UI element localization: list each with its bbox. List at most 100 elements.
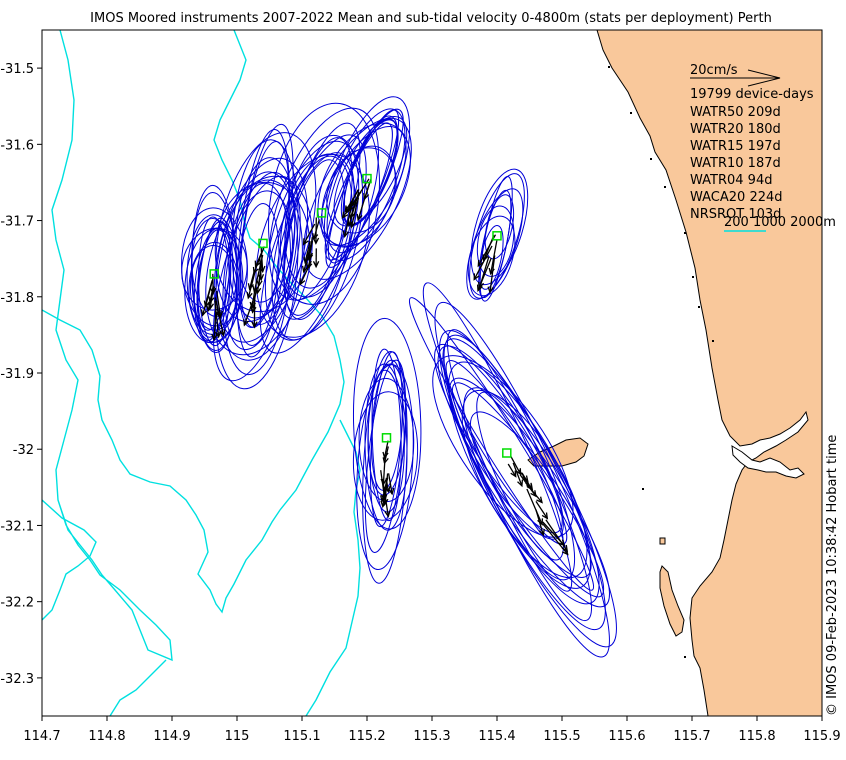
y-tick-label: -32 bbox=[13, 443, 34, 458]
velocity-arrow bbox=[350, 197, 360, 228]
current-ellipse bbox=[323, 96, 411, 261]
x-tick-label: 115 bbox=[225, 729, 250, 744]
velocity-arrow bbox=[382, 478, 388, 507]
velocity-arrow-head bbox=[541, 512, 549, 520]
velocity-arrow-head bbox=[312, 237, 320, 245]
land-mass bbox=[596, 30, 822, 716]
velocity-arrow-head bbox=[247, 283, 254, 291]
velocity-arrow-head bbox=[488, 267, 495, 276]
velocity-arrow-head bbox=[306, 262, 313, 270]
velocity-arrow-head bbox=[561, 544, 569, 553]
velocity-arrow bbox=[521, 472, 533, 490]
coastal-rocks bbox=[608, 66, 714, 658]
x-tick-label: 114.9 bbox=[153, 729, 190, 744]
velocity-arrow bbox=[477, 257, 492, 291]
current-ellipse bbox=[324, 108, 404, 261]
isobaths bbox=[42, 30, 361, 716]
mooring-site-marker bbox=[362, 173, 372, 184]
velocity-arrow-head bbox=[477, 259, 484, 268]
credit-text: © IMOS 09-Feb-2023 10:38:42 Hobart time bbox=[825, 435, 840, 716]
velocity-arrow-head bbox=[349, 221, 356, 229]
velocity-arrow-head bbox=[257, 273, 265, 282]
legend-entry: WATR20 180d bbox=[690, 122, 781, 137]
velocity-arrow-head bbox=[207, 302, 215, 311]
x-tick-label: 115.9 bbox=[803, 729, 840, 744]
velocity-arrow bbox=[304, 240, 311, 263]
velocity-arrow-head bbox=[209, 287, 217, 295]
current-ellipse bbox=[268, 107, 379, 301]
mooring-site-marker bbox=[209, 269, 219, 279]
legend-entry: WACA20 224d bbox=[690, 190, 783, 205]
isobath-shelf bbox=[42, 499, 97, 621]
legend-entry: NRSROT 103d bbox=[690, 207, 781, 222]
y-axis: -31.5 -31.6 -31.7 -31.8 -31.9 -32 -32.1 -32.2 -3… bbox=[0, 62, 42, 687]
velocity-arrow bbox=[215, 301, 220, 316]
current-ellipse bbox=[364, 359, 407, 553]
x-tick-label: 114.7 bbox=[23, 729, 60, 744]
velocity-arrow-head bbox=[348, 204, 355, 212]
velocity-arrow-head bbox=[246, 291, 253, 300]
velocity-arrow bbox=[545, 519, 568, 552]
current-ellipse bbox=[238, 123, 294, 328]
y-tick-label: -31.7 bbox=[0, 215, 34, 230]
velocity-arrow bbox=[383, 440, 389, 458]
x-tick-label: 115.4 bbox=[478, 729, 515, 744]
isobath-legend-label: 200 1000 2000m bbox=[724, 215, 836, 230]
velocity-arrow bbox=[303, 223, 316, 245]
y-tick-label: -31.6 bbox=[0, 138, 34, 153]
velocity-arrow-head bbox=[558, 539, 566, 547]
velocity-arrow bbox=[380, 470, 386, 501]
velocity-arrow bbox=[535, 509, 544, 536]
velocity-arrow-head bbox=[249, 301, 256, 310]
velocity-arrow bbox=[512, 462, 523, 487]
mooring-site-marker bbox=[492, 231, 502, 241]
velocity-arrow bbox=[253, 246, 265, 274]
velocity-arrow-head bbox=[384, 510, 391, 518]
y-tick-label: -31.9 bbox=[0, 367, 34, 382]
velocity-arrow bbox=[253, 254, 264, 292]
marker-layer bbox=[209, 173, 512, 458]
x-tick-label: 115.6 bbox=[608, 729, 645, 744]
velocity-arrow-head bbox=[380, 478, 387, 486]
velocity-arrow bbox=[308, 237, 313, 260]
velocity-arrow-head bbox=[356, 213, 363, 222]
velocity-arrow-head bbox=[302, 238, 309, 246]
current-ellipse bbox=[303, 117, 412, 280]
current-ellipse bbox=[352, 317, 422, 530]
velocity-arrow-head bbox=[363, 193, 370, 201]
velocity-arrow-head bbox=[380, 494, 388, 502]
velocity-arrow-head bbox=[384, 485, 391, 494]
velocity-arrow bbox=[526, 488, 543, 525]
velocity-arrow-head bbox=[211, 333, 218, 342]
current-ellipse bbox=[449, 377, 610, 608]
velocity-arrow-head bbox=[515, 468, 522, 476]
y-tick-label: -32.1 bbox=[0, 519, 34, 534]
velocity-arrow bbox=[507, 463, 517, 477]
mooring-site-marker bbox=[316, 208, 327, 218]
velocity-arrow-head bbox=[303, 256, 310, 264]
velocity-arrow-head bbox=[487, 286, 494, 294]
velocity-arrow bbox=[303, 241, 313, 272]
legend-entry: WATR50 209d bbox=[690, 105, 781, 120]
velocity-arrow-head bbox=[301, 265, 309, 274]
velocity-arrow-head bbox=[312, 261, 320, 269]
velocity-arrow-head bbox=[510, 470, 517, 478]
x-tick-label: 115.3 bbox=[413, 729, 450, 744]
current-ellipse bbox=[362, 351, 408, 584]
current-ellipse bbox=[283, 159, 346, 320]
x-tick-label: 115.8 bbox=[738, 729, 775, 744]
velocity-arrow-head bbox=[536, 496, 543, 504]
map-title: IMOS Moored instruments 2007-2022 Mean a… bbox=[90, 11, 772, 26]
current-ellipse bbox=[476, 391, 564, 561]
x-tick-label: 114.8 bbox=[88, 729, 125, 744]
velocity-arrow-head bbox=[476, 284, 483, 293]
current-ellipse bbox=[215, 157, 309, 343]
y-tick-label: -32.2 bbox=[0, 596, 34, 611]
velocity-arrow-head bbox=[517, 479, 524, 488]
velocity-arrow bbox=[382, 456, 386, 485]
velocity-arrow-head bbox=[473, 273, 480, 281]
current-ellipse bbox=[352, 391, 419, 521]
current-ellipse bbox=[476, 205, 515, 277]
velocity-arrow bbox=[489, 255, 496, 293]
